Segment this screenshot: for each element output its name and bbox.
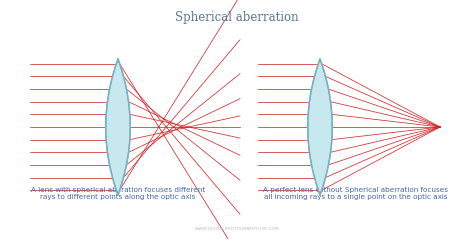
Text: A perfect lens without Spherical aberration focuses
all incoming rays to a singl: A perfect lens without Spherical aberrat… [264, 187, 448, 200]
Text: WWW.DIGITALPHOTOGRAPHYLIVE.COM: WWW.DIGITALPHOTOGRAPHYLIVE.COM [195, 227, 279, 231]
Text: A lens with spherical aberation focuses different
rays to different points along: A lens with spherical aberation focuses … [31, 187, 205, 200]
Text: Spherical aberration: Spherical aberration [175, 11, 299, 24]
Polygon shape [308, 59, 332, 195]
Polygon shape [106, 59, 130, 195]
